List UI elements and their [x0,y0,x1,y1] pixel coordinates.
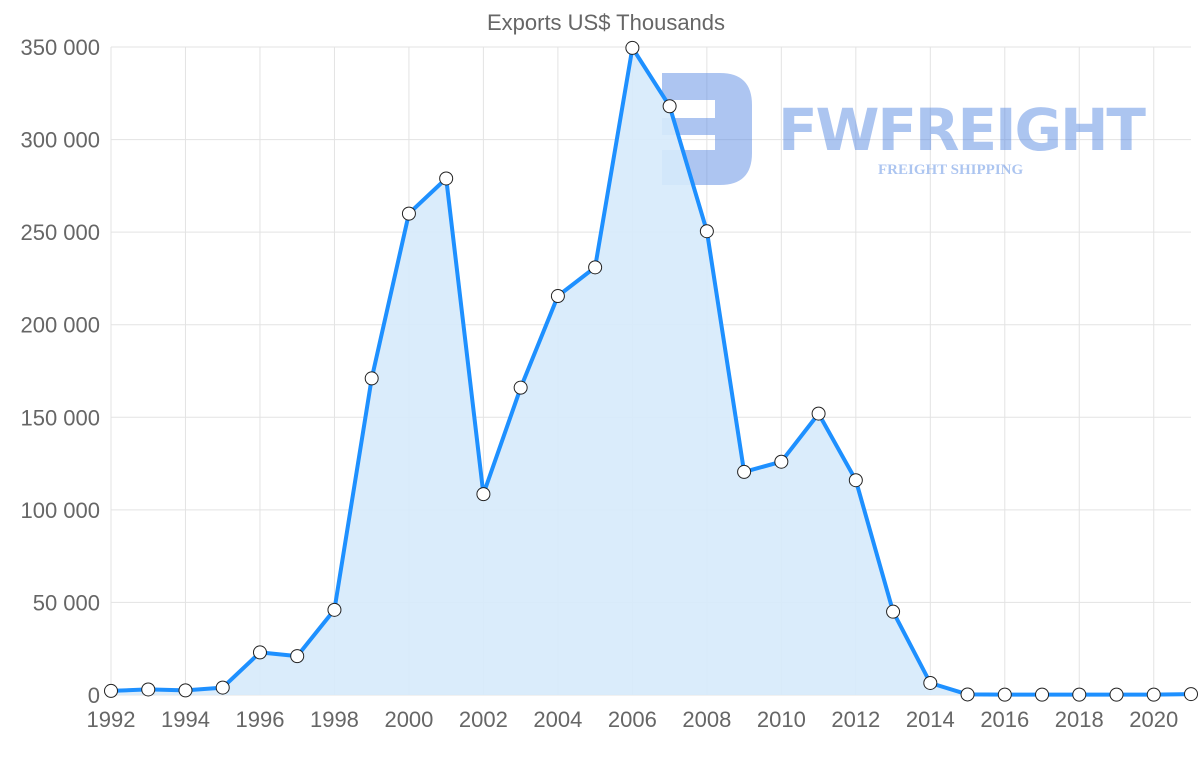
x-tick-label: 2000 [384,707,433,732]
x-tick-label: 2018 [1055,707,1104,732]
x-tick-label: 2020 [1129,707,1178,732]
data-point[interactable] [588,260,603,275]
y-tick-label: 100 000 [20,498,100,523]
data-point[interactable] [550,289,565,304]
y-tick-label: 50 000 [33,590,100,615]
data-point[interactable] [178,683,193,698]
data-point[interactable] [439,171,454,186]
y-tick-label: 250 000 [20,220,100,245]
x-tick-label: 2012 [831,707,880,732]
y-tick-label: 0 [88,683,100,708]
data-point[interactable] [848,473,863,488]
x-tick-label: 2010 [757,707,806,732]
data-point[interactable] [513,380,528,395]
data-point[interactable] [215,680,230,695]
data-point[interactable] [252,645,267,660]
y-tick-label: 200 000 [20,313,100,338]
x-tick-label: 2004 [533,707,582,732]
series-exports [104,40,1198,702]
y-axis: 0 50 000 100 000 150 000 200 000 250 000 300 0… [20,35,100,708]
x-tick-label: 2014 [906,707,955,732]
data-point[interactable] [364,371,379,386]
data-point[interactable] [1035,687,1050,702]
area-fill [111,47,1191,695]
x-tick-label: 2008 [682,707,731,732]
y-tick-label: 350 000 [20,35,100,60]
data-point[interactable] [141,682,156,697]
svg-text:FREIGHT SHIPPING: FREIGHT SHIPPING [878,162,1023,178]
data-point[interactable] [327,602,342,617]
data-point[interactable] [960,687,975,702]
data-point[interactable] [625,40,640,55]
data-point[interactable] [662,99,677,114]
data-point[interactable] [476,487,491,502]
y-tick-label: 300 000 [20,128,100,153]
x-tick-label: 1998 [310,707,359,732]
data-point[interactable] [1184,687,1198,702]
watermark-logo: FWFREIGHT FREIGHT SHIPPING [662,73,1146,185]
data-point[interactable] [923,675,938,690]
data-point[interactable] [811,406,826,421]
data-point[interactable] [290,649,305,664]
data-point[interactable] [1146,687,1161,702]
data-point[interactable] [886,604,901,619]
x-tick-label: 2002 [459,707,508,732]
x-tick-label: 2016 [980,707,1029,732]
data-point[interactable] [699,224,714,239]
x-tick-label: 1996 [235,707,284,732]
data-point[interactable] [774,454,789,469]
x-tick-label: 1994 [161,707,210,732]
data-point[interactable] [737,464,752,479]
x-tick-label: 1992 [87,707,136,732]
data-point[interactable] [997,687,1012,702]
x-axis: 1992 1994 1996 1998 2000 2002 2004 2006 2008 2010… [87,707,1179,732]
chart-title: Exports US$ Thousands [487,10,725,35]
y-tick-label: 150 000 [20,405,100,430]
data-point[interactable] [401,206,416,221]
svg-text:FWFREIGHT: FWFREIGHT [778,96,1146,164]
data-point[interactable] [1109,687,1124,702]
x-tick-label: 2006 [608,707,657,732]
data-point[interactable] [104,683,118,698]
data-point[interactable] [1072,687,1087,702]
